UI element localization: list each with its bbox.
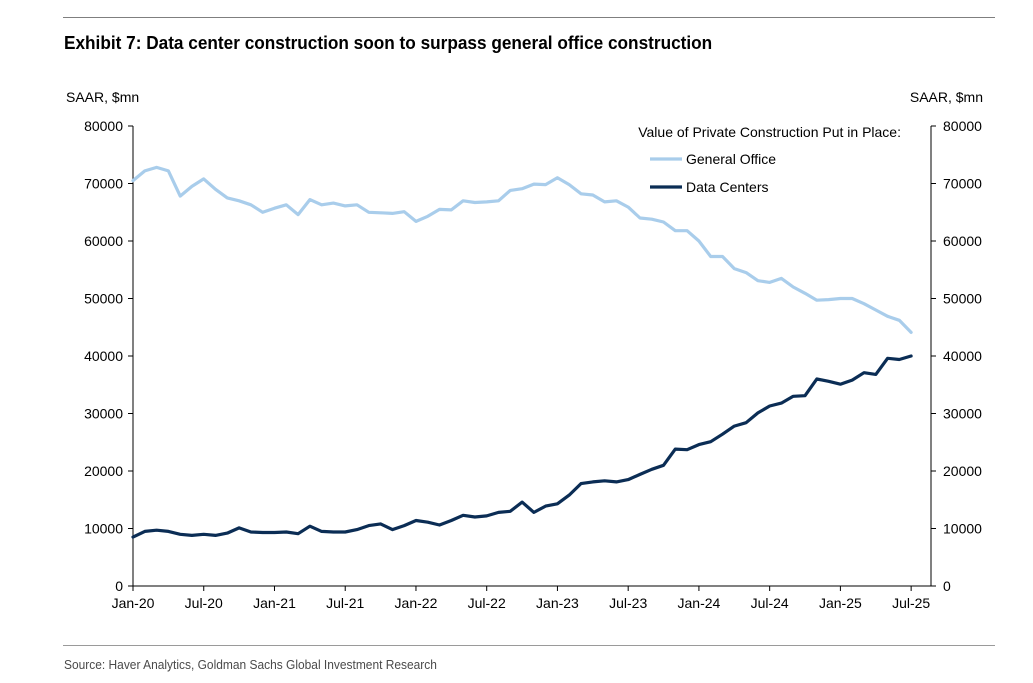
x-tick-label: Jan-21 bbox=[253, 595, 296, 611]
x-tick-label: Jul-21 bbox=[326, 595, 364, 611]
y-axis-label-left: SAAR, $mn bbox=[66, 89, 139, 105]
x-tick-label: Jul-22 bbox=[468, 595, 506, 611]
chart-axes: 0 0 10000 10000 20000 20000 30000 30000 40000 400… bbox=[66, 89, 983, 611]
x-tick-label: Jul-20 bbox=[185, 595, 223, 611]
series-line-data-centers bbox=[131, 354, 913, 539]
y-tick-label-right: 20000 bbox=[943, 463, 982, 479]
source-note: Source: Haver Analytics, Goldman Sachs G… bbox=[64, 657, 437, 672]
x-tick-label: Jan-25 bbox=[819, 595, 862, 611]
y-tick-label-right: 70000 bbox=[943, 176, 982, 192]
y-tick-label-right: 0 bbox=[943, 578, 951, 594]
series-line-general-office bbox=[131, 165, 913, 334]
y-tick-label-right: 80000 bbox=[943, 118, 982, 134]
y-tick-label-left: 20000 bbox=[84, 463, 123, 479]
y-tick-label-left: 30000 bbox=[84, 406, 123, 422]
x-tick-label: Jan-22 bbox=[395, 595, 438, 611]
y-tick-label-right: 10000 bbox=[943, 521, 982, 537]
y-tick-label-left: 60000 bbox=[84, 233, 123, 249]
x-tick-label: Jul-23 bbox=[609, 595, 647, 611]
y-tick-label-right: 50000 bbox=[943, 291, 982, 307]
y-tick-label-right: 30000 bbox=[943, 406, 982, 422]
y-tick-label-left: 80000 bbox=[84, 118, 123, 134]
legend-label-general-office: General Office bbox=[686, 151, 776, 167]
x-tick-label: Jan-23 bbox=[536, 595, 579, 611]
y-tick-label-left: 40000 bbox=[84, 348, 123, 364]
chart-legend: Value of Private Construction Put in Pla… bbox=[638, 124, 901, 195]
y-tick-label-left: 70000 bbox=[84, 176, 123, 192]
x-tick-label: Jul-25 bbox=[892, 595, 930, 611]
y-tick-label-right: 40000 bbox=[943, 348, 982, 364]
x-tick-label: Jan-24 bbox=[678, 595, 721, 611]
x-tick-label: Jan-20 bbox=[112, 595, 155, 611]
y-tick-label-left: 50000 bbox=[84, 291, 123, 307]
chart-series bbox=[131, 165, 913, 539]
y-tick-label-left: 10000 bbox=[84, 521, 123, 537]
top-rule bbox=[63, 17, 995, 18]
legend-label-data-centers: Data Centers bbox=[686, 179, 768, 195]
y-axis-label-right: SAAR, $mn bbox=[910, 89, 983, 105]
bottom-rule bbox=[63, 645, 995, 646]
y-tick-label-left: 0 bbox=[115, 578, 123, 594]
y-tick-label-right: 60000 bbox=[943, 233, 982, 249]
x-tick-label: Jul-24 bbox=[751, 595, 789, 611]
legend-title: Value of Private Construction Put in Pla… bbox=[638, 124, 901, 140]
exhibit-title: Exhibit 7: Data center construction soon… bbox=[64, 32, 713, 53]
